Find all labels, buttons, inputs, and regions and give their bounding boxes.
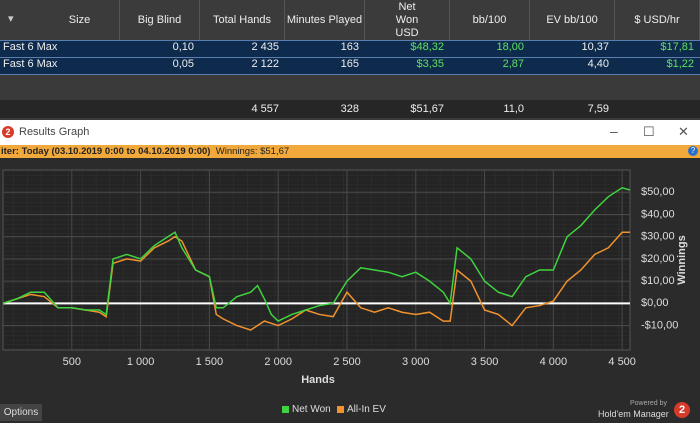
cell: 10,37	[581, 41, 609, 53]
cell: $1,22	[666, 58, 694, 70]
x-tick-label: 500	[63, 356, 81, 368]
cell: 4,40	[587, 58, 609, 70]
total: 328	[340, 103, 359, 115]
column-header: EV bb/100	[530, 0, 615, 40]
y-tick-label: -$10,00	[641, 319, 678, 331]
help[interactable]: ?	[688, 146, 698, 156]
cell: $3,35	[416, 58, 444, 70]
x-tick-label: 2 000	[264, 356, 292, 368]
cell: 0,05	[172, 58, 194, 70]
legend-label: All-In EV	[347, 404, 386, 415]
column-header: Net Won USD	[365, 0, 450, 40]
total: $51,67	[410, 103, 444, 115]
column-header: Size	[40, 0, 120, 40]
y-tick-label: $40,00	[641, 208, 675, 220]
y-tick-label: $30,00	[641, 231, 675, 243]
cell: $17,81	[660, 41, 694, 53]
close[interactable]: ✕	[678, 124, 689, 139]
chart: Hands Winnings 500 1 000 1 500 2 000 2 500 3 …	[2, 169, 688, 386]
column-header: Total Hands	[200, 0, 285, 40]
powered: Powered by	[630, 400, 667, 407]
y-tick-label: $20,00	[641, 253, 675, 265]
y-tick-label: $0,00	[641, 297, 669, 309]
filter-bar: iter: Today (03.10.2019 0:00 to 04.10.20…	[0, 145, 700, 158]
cell: 2,87	[502, 58, 524, 70]
y-tick-label: $50,00	[641, 186, 675, 198]
column-header: Minutes Played	[285, 0, 365, 40]
filter-label: iter:	[1, 146, 19, 157]
total: 4 557	[251, 103, 279, 115]
x-axis-title: Hands	[301, 374, 335, 386]
y-tick-label: $10,00	[641, 275, 675, 287]
legend-swatch	[282, 406, 289, 413]
total: 11,0	[503, 103, 524, 115]
dropdown[interactable]: ▾	[8, 13, 14, 25]
minimize[interactable]: –	[610, 123, 618, 139]
legend-label: Net Won	[292, 404, 331, 415]
title-bar: 2 Results Graph – ☐ ✕	[0, 120, 700, 145]
total: 7,59	[587, 103, 609, 115]
x-tick-label: 1 500	[196, 356, 224, 368]
cell: 2 435	[251, 41, 279, 53]
footer: Options Powered by Hold'em Manager 2	[0, 400, 700, 423]
x-tick-label: 3 500	[471, 356, 499, 368]
app-icon: 2	[2, 126, 14, 138]
cell: 165	[340, 58, 359, 70]
logo: 2	[674, 402, 690, 418]
maximize[interactable]: ☐	[643, 124, 655, 139]
table-header: ▾	[0, 0, 700, 40]
filter: Today (03.10.2019 0:00 to 04.10.2019 0:0…	[21, 146, 211, 157]
minor-grid	[3, 170, 630, 350]
x-tick-label: 2 500	[333, 356, 361, 368]
cell: 0,10	[172, 41, 194, 53]
x-tick-label: 1 000	[127, 356, 155, 368]
cell: $48,32	[410, 41, 444, 53]
x-tick-label: 3 000	[402, 356, 430, 368]
column-header: $ USD/hr	[615, 0, 700, 40]
column-header: bb/100	[450, 0, 530, 40]
window-title: Results Graph	[19, 126, 90, 138]
options-button[interactable]: Options	[0, 404, 42, 421]
legend-swatch	[337, 406, 344, 413]
row-bg[interactable]	[0, 40, 700, 57]
row-bg[interactable]	[0, 57, 700, 75]
row-name: Fast 6 Max	[3, 41, 58, 53]
x-tick-label: 4 500	[608, 356, 636, 368]
x-tick-label: 4 000	[540, 356, 568, 368]
cell: 18,00	[496, 41, 524, 53]
brand: Hold'em Manager	[598, 409, 669, 419]
winnings: Winnings: $51,67	[215, 146, 290, 157]
row-name: Fast 6 Max	[3, 58, 58, 70]
y-axis-title: Winnings	[676, 235, 688, 284]
series-line	[2, 186, 631, 323]
totals-bg	[0, 100, 700, 118]
cell: 2 122	[251, 58, 279, 70]
cell: 163	[340, 41, 359, 53]
column-header: Big Blind	[120, 0, 200, 40]
